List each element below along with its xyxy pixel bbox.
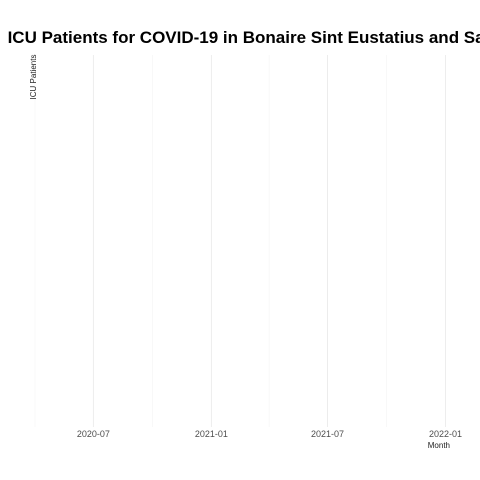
x-axis-label: Month	[428, 441, 450, 450]
chart-title: ICU Patients for COVID-19 in Bonaire Sin…	[8, 28, 480, 47]
x-tick-label: 2020-07	[77, 429, 110, 439]
x-tick-label: 2021-07	[311, 429, 344, 439]
x-tick-label: 2021-01	[195, 429, 228, 439]
x-tick-labels: 2020-07 2021-01 2021-07 2022-01	[77, 429, 462, 439]
y-axis-label: ICU Patients	[29, 55, 38, 100]
x-tick-label: 2022-01	[429, 429, 462, 439]
gridlines	[34, 55, 446, 427]
